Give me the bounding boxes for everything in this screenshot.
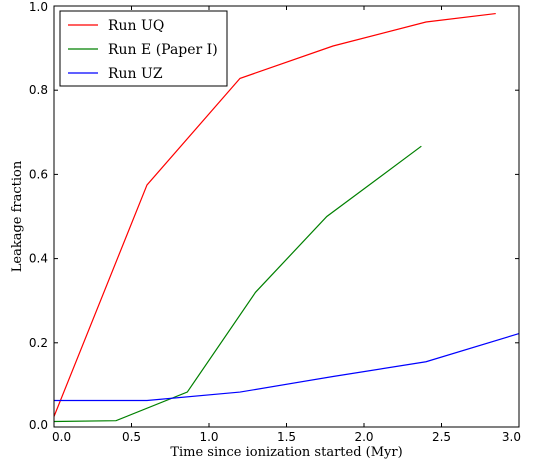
x-tick-label: 0.0	[52, 430, 71, 444]
series-line-1	[53, 145, 422, 423]
y-axis-label: Leakage fraction	[10, 160, 25, 272]
x-tick-label: 1.5	[277, 430, 296, 444]
y-tick-label: 0.6	[29, 167, 48, 181]
x-tick-label: 2.0	[354, 430, 373, 444]
series-line-0	[53, 12, 496, 417]
x-axis-label: Time since ionization started (Myr)	[170, 445, 402, 460]
x-tick-label: 0.5	[122, 430, 141, 444]
y-tick-label: 0.8	[29, 83, 48, 97]
x-tick-label: 1.0	[199, 430, 218, 444]
legend-entry: Run UZ	[108, 66, 163, 82]
y-tick-label: 0.2	[29, 336, 48, 350]
legend: Run UQ Run E (Paper I) Run UZ	[59, 10, 228, 87]
series-layer	[53, 12, 520, 423]
x-tick-label: 2.5	[432, 430, 451, 444]
y-tick-label: 1.0	[29, 0, 48, 14]
series-line-2	[54, 332, 520, 402]
y-tick-label: 0.4	[29, 252, 48, 266]
y-tick-label: 0.0	[29, 418, 48, 432]
legend-entry: Run UQ	[108, 18, 164, 34]
ticks-layer: 0.0 0.5 1.0 1.5 2.0 2.5 3.0 0.0 0.2 0.4 0.6 0.8 1.0	[29, 0, 521, 444]
legend-entry: Run E (Paper I)	[108, 42, 218, 58]
x-tick-label: 3.0	[502, 430, 521, 444]
